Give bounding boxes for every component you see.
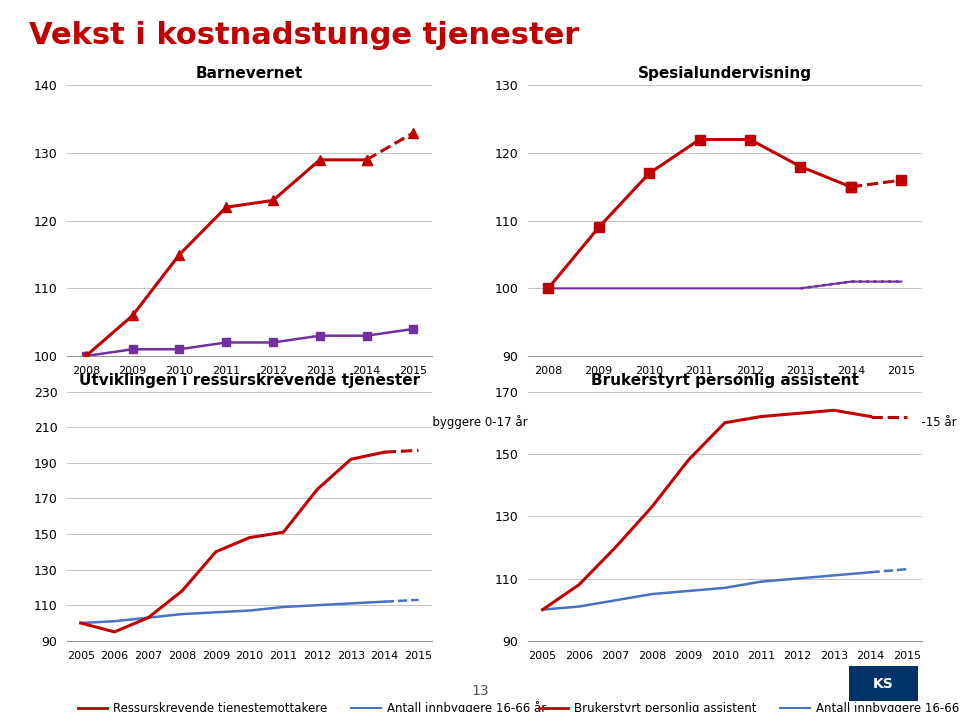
Title: Barnevernet: Barnevernet xyxy=(196,66,303,81)
Text: Vekst i kostnadstunge tjenester: Vekst i kostnadstunge tjenester xyxy=(29,21,579,51)
Title: Brukerstyrt personlig assistent: Brukerstyrt personlig assistent xyxy=(590,372,859,387)
Legend: Ressurskrevende tjenestemottakere, Antall innbyggere 16-66 år: Ressurskrevende tjenestemottakere, Antal… xyxy=(73,696,550,712)
Title: Spesialundervisning: Spesialundervisning xyxy=(637,66,812,81)
Title: Utviklingen i ressurskrevende tjenester: Utviklingen i ressurskrevende tjenester xyxy=(79,372,420,387)
Legend: Brukerstyrt personlig assistent, Antall innbyggere 16-66 år: Brukerstyrt personlig assistent, Antall … xyxy=(534,696,960,712)
Legend: Barn med undersøkelse eller tiltak, Antall innbyggere 0-17 år: Barn med undersøkelse eller tiltak, Anta… xyxy=(73,411,533,434)
Legend: Antall med spesundervisning, Antall innbyggere 6-15 år: Antall med spesundervisning, Antall innb… xyxy=(534,411,960,434)
Bar xyxy=(849,666,918,701)
Text: KS: KS xyxy=(873,676,894,691)
Text: 13: 13 xyxy=(471,684,489,698)
